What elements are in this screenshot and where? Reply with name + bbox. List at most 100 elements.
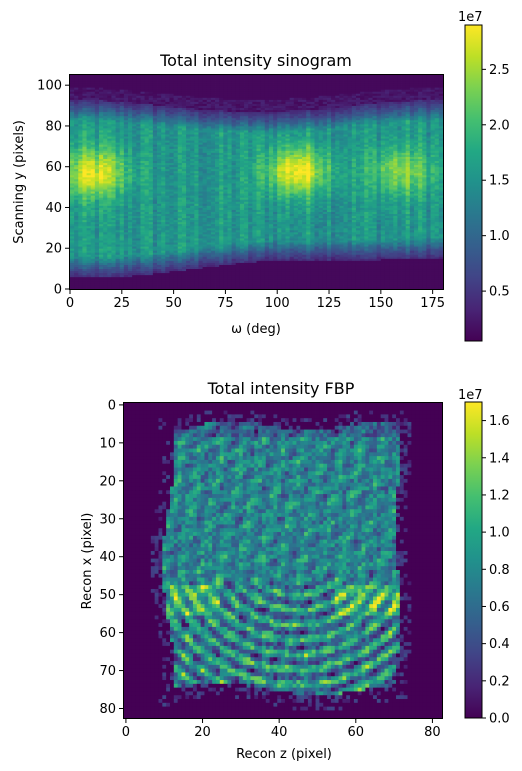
sinogram-cell xyxy=(115,170,121,174)
sinogram-cell xyxy=(119,193,125,196)
sinogram-cell xyxy=(90,170,96,174)
sinogram-cell xyxy=(136,130,141,133)
sinogram-cell xyxy=(165,211,170,214)
sinogram-cell xyxy=(119,125,125,129)
sinogram-cell xyxy=(90,282,96,286)
sinogram-cell xyxy=(99,166,104,170)
sinogram-cell xyxy=(103,150,108,153)
sinogram-cell xyxy=(136,123,141,127)
sinogram-cell xyxy=(157,238,162,241)
sinogram-cell xyxy=(86,140,92,143)
sinogram-cell xyxy=(165,254,170,257)
sinogram-cell xyxy=(136,207,141,210)
sinogram-cell xyxy=(148,140,154,143)
sinogram-cell xyxy=(70,162,75,166)
sinogram-cell xyxy=(111,211,116,214)
sinogram-cell xyxy=(128,115,133,119)
sinogram-cell xyxy=(152,217,158,221)
sinogram-cell xyxy=(111,132,116,135)
sinogram-cell xyxy=(161,154,166,157)
sinogram-cell xyxy=(82,189,87,192)
sinogram-cell xyxy=(94,154,100,157)
sinogram-cell xyxy=(148,233,154,237)
sinogram-cell xyxy=(128,193,133,196)
sinogram-cell xyxy=(107,134,112,137)
sinogram-cell xyxy=(107,282,112,286)
sinogram-cell xyxy=(165,91,170,94)
sinogram-cell xyxy=(90,264,96,267)
sinogram-cell xyxy=(78,107,83,111)
sinogram-cell xyxy=(157,77,162,80)
sinogram-cell xyxy=(152,197,158,200)
sinogram-cell xyxy=(82,201,87,204)
sinogram-cell xyxy=(86,274,92,278)
sinogram-cell xyxy=(74,164,79,168)
sinogram-cell xyxy=(148,105,154,109)
sinogram-cell xyxy=(86,207,92,210)
sinogram-cell xyxy=(144,284,150,288)
sinogram-cell xyxy=(78,154,83,157)
sinogram-cell xyxy=(123,225,129,229)
sinogram-cell xyxy=(123,221,129,225)
sinogram-cell xyxy=(82,176,87,180)
sinogram-cell xyxy=(140,91,145,94)
sinogram-cell xyxy=(94,103,100,106)
sinogram-cell xyxy=(82,156,87,159)
sinogram-cell xyxy=(111,91,116,94)
sinogram-cell xyxy=(82,172,87,176)
sinogram-cell xyxy=(132,201,137,204)
sinogram-cell xyxy=(119,240,125,243)
sinogram-cell xyxy=(90,180,96,184)
sinogram-cell xyxy=(152,117,158,121)
sinogram-cell xyxy=(74,286,79,290)
sinogram-cell xyxy=(103,276,108,280)
sinogram-cell xyxy=(157,87,162,90)
sinogram-cell xyxy=(111,77,116,80)
sinogram-cell xyxy=(107,213,112,217)
sinogram-cell xyxy=(157,75,162,78)
sinogram-cell xyxy=(140,138,145,141)
sinogram-cell xyxy=(169,278,175,282)
sinogram-cell xyxy=(144,213,150,217)
sinogram-cell xyxy=(123,189,129,192)
sinogram-cell xyxy=(123,81,129,84)
sinogram-cell xyxy=(74,236,79,239)
sinogram-cell xyxy=(107,191,112,194)
sinogram-cell xyxy=(111,252,116,255)
sinogram-cell xyxy=(119,77,125,80)
sinogram-cell xyxy=(111,142,116,145)
sinogram-cell xyxy=(148,284,154,288)
sinogram-cell xyxy=(136,127,141,131)
sinogram-cell xyxy=(107,85,112,88)
sinogram-cell xyxy=(86,217,92,221)
sinogram-cell xyxy=(148,193,154,196)
sinogram-cell xyxy=(70,248,75,251)
sinogram-cell xyxy=(74,217,79,221)
sinogram-cell xyxy=(169,284,175,288)
sinogram-cell xyxy=(90,278,96,282)
sinogram-cell xyxy=(70,144,75,147)
sinogram-cell xyxy=(144,91,150,94)
sinogram-cell xyxy=(161,201,166,204)
sinogram-cell xyxy=(119,244,125,247)
sinogram-cell xyxy=(78,233,83,237)
sinogram-cell xyxy=(165,252,170,255)
sinogram-cell xyxy=(111,164,116,168)
sinogram-cell xyxy=(82,168,87,172)
sinogram-cell xyxy=(152,240,158,243)
sinogram-cell xyxy=(152,244,158,247)
sinogram-cell xyxy=(252,75,257,78)
sinogram-cell xyxy=(78,103,83,106)
sinogram-cell xyxy=(157,203,162,206)
sinogram-cell xyxy=(144,150,150,153)
sinogram-cell xyxy=(82,191,87,194)
sinogram-cell xyxy=(103,148,108,151)
sinogram-cell xyxy=(119,160,125,164)
sinogram-cell xyxy=(132,172,137,176)
sinogram-cell xyxy=(148,201,154,204)
sinogram-cell xyxy=(140,79,145,82)
sinogram-cell xyxy=(107,185,112,188)
sinogram-cell xyxy=(161,93,166,96)
sinogram-cell xyxy=(86,252,92,255)
sinogram-cell xyxy=(111,152,116,155)
